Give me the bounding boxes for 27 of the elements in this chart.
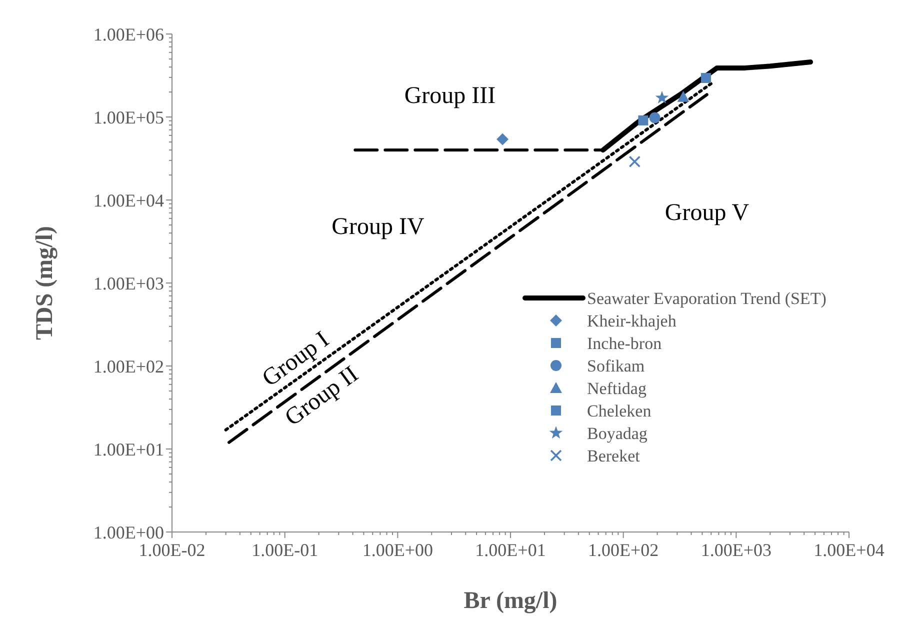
y-tick-label: 1.00E+06 — [93, 24, 164, 44]
annotation: Group III — [404, 83, 496, 109]
legend-label: Inche-bron — [587, 334, 662, 353]
legend-label: Bereket — [587, 446, 640, 466]
y-tick-label: 1.00E+03 — [93, 273, 164, 294]
x-tick-label: 1.00E-02 — [138, 540, 206, 560]
legend-label: Seawater Evaporation Trend (SET) — [587, 288, 826, 308]
legend-label: Kheir-khajeh — [587, 311, 677, 330]
x-tick-label: 1.00E+03 — [700, 540, 772, 560]
legend-label: Boyadag — [587, 424, 648, 443]
y-tick-label: 1.00E+01 — [93, 439, 164, 460]
y-tick-label: 1.00E+02 — [93, 356, 164, 376]
y-tick-label: 1.00E+05 — [93, 107, 164, 128]
x-tick-label: 1.00E+02 — [588, 540, 659, 560]
legend-label: Cheleken — [587, 401, 652, 420]
annotation: Group IV — [332, 214, 425, 240]
x-tick-label: 1.00E+00 — [362, 540, 433, 560]
x-axis-title: Br (mg/l) — [464, 588, 558, 614]
x-tick-label: 1.00E+01 — [475, 540, 546, 560]
x-tick-label: 1.00E-01 — [252, 540, 318, 560]
y-axis-title: TDS (mg/l) — [32, 226, 58, 340]
y-tick-label: 1.00E+00 — [93, 522, 164, 542]
x-tick-label: 1.00E+04 — [814, 540, 884, 560]
annotation: Group V — [664, 200, 750, 226]
y-tick-label: 1.00E+04 — [93, 190, 164, 210]
legend-label: Sofikam — [587, 356, 645, 376]
legend-label: Neftidag — [587, 378, 647, 398]
